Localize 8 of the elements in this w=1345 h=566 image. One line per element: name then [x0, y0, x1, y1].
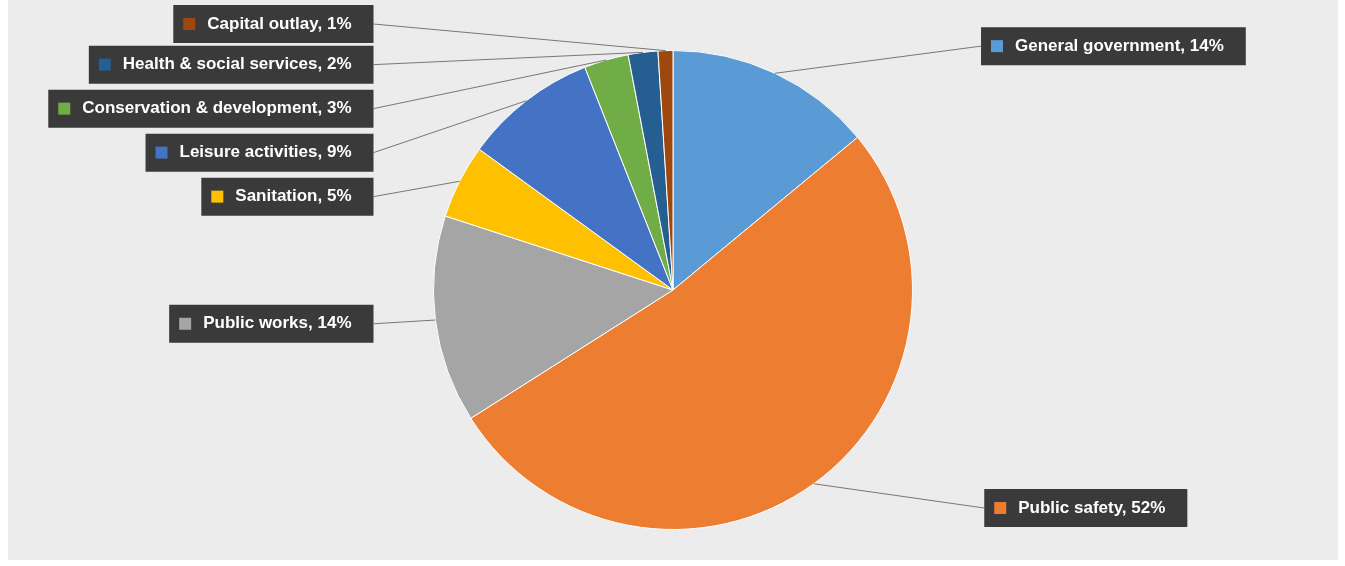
- legend-label: Public safety, 52%: [1018, 497, 1166, 517]
- legend-label: Public works, 14%: [203, 313, 352, 333]
- legend-label: Conservation & development, 3%: [82, 98, 352, 118]
- legend-label: Sanitation, 5%: [235, 186, 352, 206]
- legend-label: Health & social services, 2%: [122, 54, 352, 74]
- legend-label: Capital outlay, 1%: [207, 13, 352, 33]
- legend-label: General government, 14%: [1015, 35, 1224, 55]
- legend-label: Leisure activities, 9%: [179, 142, 352, 162]
